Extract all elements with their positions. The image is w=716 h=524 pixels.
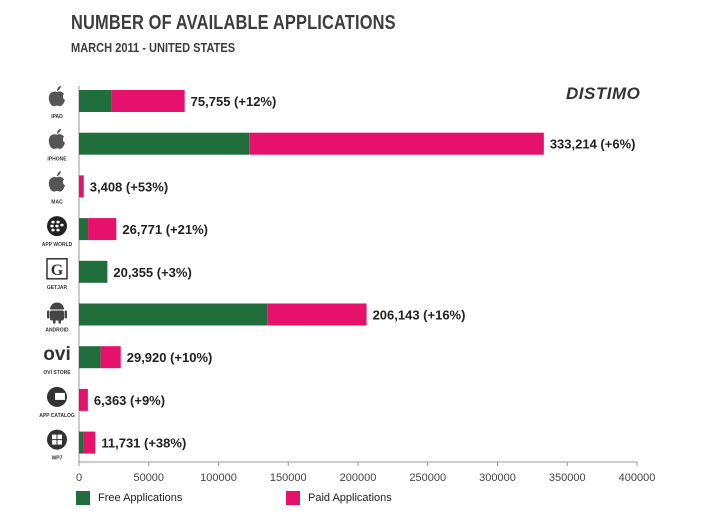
category-label: WP7 bbox=[52, 456, 63, 462]
bar-free bbox=[79, 303, 268, 326]
x-tick-label: 150000 bbox=[270, 472, 307, 484]
bar-paid bbox=[83, 431, 96, 454]
bar-value-label: 6,363 (+9%) bbox=[94, 393, 165, 408]
brand-logo: DISTIMO bbox=[566, 84, 641, 103]
android-icon bbox=[47, 302, 67, 324]
x-tick-label: 100000 bbox=[200, 472, 237, 484]
chart-title: NUMBER OF AVAILABLE APPLICATIONS bbox=[71, 12, 396, 34]
bar-value-label: 333,214 (+6%) bbox=[550, 137, 636, 152]
category-label: MAC bbox=[51, 199, 63, 205]
x-tick-label: 250000 bbox=[409, 472, 446, 484]
bar-paid bbox=[249, 132, 544, 155]
palm-icon bbox=[47, 386, 67, 407]
legend-paid-swatch bbox=[286, 491, 300, 505]
category-label: IPHONE bbox=[47, 157, 67, 163]
bar-paid bbox=[267, 303, 367, 326]
bar-paid bbox=[88, 218, 117, 241]
bar-paid bbox=[111, 90, 185, 112]
x-tick-label: 0 bbox=[76, 472, 82, 484]
bar-paid bbox=[79, 175, 84, 198]
x-tick-label: 200000 bbox=[340, 472, 377, 484]
x-tick-label: 300000 bbox=[479, 472, 516, 484]
ovi-icon: ovi bbox=[43, 344, 70, 365]
bar-free bbox=[79, 218, 89, 241]
bar-value-label: 29,920 (+10%) bbox=[127, 350, 213, 365]
legend-paid-label: Paid Applications bbox=[308, 492, 392, 504]
legend-free-swatch bbox=[76, 491, 90, 505]
category-label: APP WORLD bbox=[42, 242, 73, 248]
bar-value-label: 26,771 (+21%) bbox=[122, 222, 208, 237]
svg-text:ovi: ovi bbox=[43, 344, 70, 365]
category-label: ANDROID bbox=[45, 328, 69, 334]
windows-icon bbox=[47, 429, 67, 450]
legend-free: Free Applications bbox=[76, 491, 182, 505]
category-label: IPAD bbox=[51, 114, 63, 120]
bar-paid bbox=[79, 388, 88, 411]
category-label: OVI STORE bbox=[43, 370, 71, 376]
x-tick-label: 400000 bbox=[619, 472, 656, 484]
getjar-icon: G bbox=[46, 258, 68, 280]
bar-free bbox=[79, 90, 112, 112]
bar-free bbox=[79, 132, 250, 155]
x-tick-label: 50000 bbox=[133, 472, 164, 484]
legend-paid: Paid Applications bbox=[286, 491, 392, 505]
category-label: APP CATALOG bbox=[39, 413, 75, 419]
svg-text:G: G bbox=[51, 262, 64, 279]
bar-free bbox=[79, 260, 108, 283]
bar-value-label: 206,143 (+16%) bbox=[373, 308, 466, 323]
bar-value-label: 20,355 (+3%) bbox=[113, 265, 191, 280]
chart-subtitle: MARCH 2011 - UNITED STATES bbox=[71, 40, 236, 55]
legend-free-label: Free Applications bbox=[98, 492, 183, 504]
category-label: GETJAR bbox=[47, 285, 68, 291]
bar-free bbox=[79, 346, 101, 369]
bar-paid bbox=[100, 346, 121, 369]
blackberry-icon bbox=[47, 216, 67, 237]
bar-free bbox=[79, 431, 84, 454]
bar-value-label: 75,755 (+12%) bbox=[191, 94, 277, 109]
bar-value-label: 11,731 (+38%) bbox=[101, 436, 186, 451]
apple-icon bbox=[48, 86, 65, 107]
apple-icon bbox=[48, 171, 65, 192]
bar-value-label: 3,408 (+53%) bbox=[90, 179, 168, 194]
apple-icon bbox=[48, 128, 65, 149]
bar-free bbox=[79, 388, 80, 411]
x-tick-label: 350000 bbox=[549, 472, 586, 484]
